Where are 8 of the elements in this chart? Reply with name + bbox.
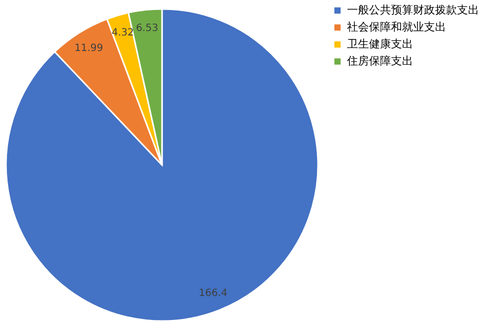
data-label: 166.4 (198, 288, 228, 300)
legend-label: 社会保障和就业支出 (347, 20, 446, 34)
legend-label: 一般公共预算财政拨款支出 (347, 4, 479, 16)
data-label: 11.99 (74, 43, 104, 54)
data-label: 6.53 (136, 22, 158, 34)
pie-slice (5, 8, 319, 322)
legend-label: 卫生健康支出 (347, 38, 413, 50)
legend-label: 住房保障支出 (347, 54, 413, 68)
